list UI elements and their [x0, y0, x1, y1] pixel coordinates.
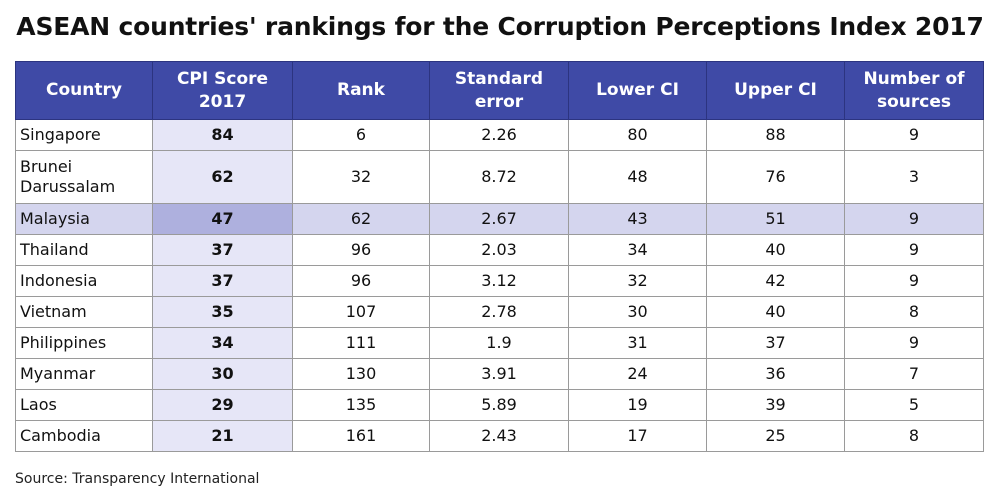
- table-cell: 2.03: [429, 234, 569, 266]
- country-cell: Vietnam: [15, 296, 153, 328]
- table-cell: 8: [844, 296, 984, 328]
- table-cell: 30: [568, 296, 707, 328]
- table-cell: 8.72: [429, 150, 569, 204]
- chart-title: ASEAN countries' rankings for the Corrup…: [16, 12, 984, 41]
- header-cell: Country: [15, 61, 153, 120]
- table-cell: 111: [292, 327, 430, 359]
- table-cell: 9: [844, 203, 984, 235]
- table-row: Laos 29 135 5.89 19 39 5: [15, 389, 984, 421]
- table-row: Vietnam 35 107 2.78 30 40 8: [15, 296, 984, 328]
- table-cell: 1.9: [429, 327, 569, 359]
- table-cell: 62: [292, 203, 430, 235]
- table-cell: 39: [706, 389, 845, 421]
- country-cell: Philippines: [15, 327, 153, 359]
- country-cell: Laos: [15, 389, 153, 421]
- table-cell: 36: [706, 358, 845, 390]
- table-cell: 32: [568, 265, 707, 297]
- source-note: Source: Transparency International: [15, 471, 260, 487]
- cpi-score-cell: 35: [152, 296, 293, 328]
- cpi-score-cell: 34: [152, 327, 293, 359]
- table-cell: 24: [568, 358, 707, 390]
- table-row: Indonesia 37 96 3.12 32 42 9: [15, 265, 984, 297]
- header-cell: Lower CI: [568, 61, 707, 120]
- table-row: Malaysia 47 62 2.67 43 51 9: [15, 203, 984, 235]
- table-cell: 76: [706, 150, 845, 204]
- country-cell: Singapore: [15, 119, 153, 151]
- table-cell: 96: [292, 234, 430, 266]
- table-cell: 130: [292, 358, 430, 390]
- cpi-score-cell: 37: [152, 265, 293, 297]
- cpi-table: Country CPI Score 2017 Rank Standard err…: [15, 61, 984, 452]
- cpi-score-cell: 30: [152, 358, 293, 390]
- table-cell: 7: [844, 358, 984, 390]
- table-cell: 3.12: [429, 265, 569, 297]
- table-cell: 34: [568, 234, 707, 266]
- cpi-score-cell: 47: [152, 203, 293, 235]
- table-cell: 32: [292, 150, 430, 204]
- table-cell: 40: [706, 234, 845, 266]
- country-cell: Myanmar: [15, 358, 153, 390]
- table-cell: 161: [292, 420, 430, 452]
- cpi-score-cell: 62: [152, 150, 293, 204]
- table-cell: 40: [706, 296, 845, 328]
- country-cell: Cambodia: [15, 420, 153, 452]
- table-cell: 9: [844, 265, 984, 297]
- table-cell: 42: [706, 265, 845, 297]
- table-row: Cambodia 21 161 2.43 17 25 8: [15, 420, 984, 452]
- country-cell: Thailand: [15, 234, 153, 266]
- table-cell: 9: [844, 119, 984, 151]
- table-cell: 2.78: [429, 296, 569, 328]
- table-cell: 5: [844, 389, 984, 421]
- country-cell: Brunei Darussalam: [15, 150, 153, 204]
- table-header-row: Country CPI Score 2017 Rank Standard err…: [15, 61, 984, 120]
- table-row: Philippines 34 111 1.9 31 37 9: [15, 327, 984, 359]
- table-row: Singapore 84 6 2.26 80 88 9: [15, 119, 984, 151]
- header-cell: Number of sources: [844, 61, 984, 120]
- table-cell: 25: [706, 420, 845, 452]
- country-cell: Malaysia: [15, 203, 153, 235]
- cpi-score-cell: 21: [152, 420, 293, 452]
- table-cell: 5.89: [429, 389, 569, 421]
- cpi-score-cell: 29: [152, 389, 293, 421]
- cpi-score-cell: 37: [152, 234, 293, 266]
- table-cell: 51: [706, 203, 845, 235]
- table-cell: 48: [568, 150, 707, 204]
- table-cell: 9: [844, 234, 984, 266]
- table-cell: 31: [568, 327, 707, 359]
- country-cell: Indonesia: [15, 265, 153, 297]
- table-cell: 3.91: [429, 358, 569, 390]
- table-cell: 2.43: [429, 420, 569, 452]
- table-cell: 6: [292, 119, 430, 151]
- table-cell: 88: [706, 119, 845, 151]
- table-cell: 17: [568, 420, 707, 452]
- table-cell: 37: [706, 327, 845, 359]
- table-cell: 8: [844, 420, 984, 452]
- table-cell: 43: [568, 203, 707, 235]
- table-cell: 9: [844, 327, 984, 359]
- header-cell: Upper CI: [706, 61, 845, 120]
- table-row: Myanmar 30 130 3.91 24 36 7: [15, 358, 984, 390]
- table-cell: 107: [292, 296, 430, 328]
- header-cell: Rank: [292, 61, 430, 120]
- table-cell: 96: [292, 265, 430, 297]
- table-cell: 135: [292, 389, 430, 421]
- header-cell: Standard error: [429, 61, 569, 120]
- header-cell: CPI Score 2017: [152, 61, 293, 120]
- table-cell: 2.67: [429, 203, 569, 235]
- table-row: Brunei Darussalam 62 32 8.72 48 76 3: [15, 150, 984, 204]
- table-cell: 3: [844, 150, 984, 204]
- cpi-score-cell: 84: [152, 119, 293, 151]
- table-cell: 19: [568, 389, 707, 421]
- table-cell: 2.26: [429, 119, 569, 151]
- table-cell: 80: [568, 119, 707, 151]
- table-row: Thailand 37 96 2.03 34 40 9: [15, 234, 984, 266]
